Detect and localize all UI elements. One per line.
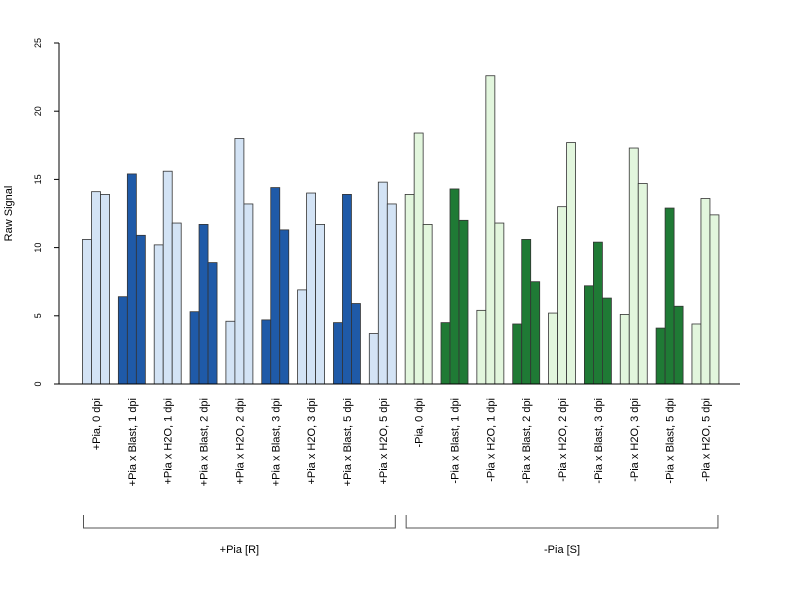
bar [82,239,92,385]
bar [458,219,469,385]
group-label: +Pia [R] [220,544,259,556]
x-tick-label: -Pia x H2O, 5 dpi [700,398,712,482]
y-tick-label: 0 [33,381,43,386]
bar [342,194,352,385]
bar [171,222,182,385]
bar [207,262,218,385]
bar [494,222,505,385]
bar [566,142,576,385]
bar [198,224,209,385]
bar [440,322,451,385]
group-label: -Pia [S] [544,544,580,556]
x-tick-label: +Pia x Blast, 5 dpi [342,398,354,486]
bar [709,214,720,385]
x-tick-label: -Pia x Blast, 3 dpi [593,398,605,484]
group-brackets: +Pia [R] -Pia [S] [83,515,719,556]
bar [126,173,137,385]
bar [368,333,379,385]
bar [91,191,101,385]
x-tick-label: +Pia x H2O, 3 dpi [306,398,318,485]
x-tick-label: +Pia x H2O, 2 dpi [234,398,246,485]
x-tick-label: +Pia x Blast, 3 dpi [270,398,282,486]
bar [315,224,326,385]
bar [476,309,487,385]
x-tick-label: -Pia x H2O, 3 dpi [629,398,641,482]
group-bracket [405,515,719,529]
x-tick-label: -Pia x H2O, 2 dpi [557,398,569,482]
bar [593,241,603,385]
x-tick-label: -Pia x Blast, 5 dpi [665,398,677,484]
bar [404,194,415,385]
y-tick-label: 20 [33,106,43,116]
bar [584,285,594,385]
bar [261,319,272,385]
bar [637,183,648,385]
bar [664,207,675,385]
bar [619,314,630,385]
bar [485,75,496,385]
bar [673,305,684,385]
x-tick-label: -Pia x H2O, 1 dpi [485,398,497,482]
y-tick-label: 25 [33,38,43,48]
bar [225,320,236,385]
x-tick-label: +Pia, 0 dpi [91,398,103,450]
bar [306,192,317,385]
bar [189,311,200,385]
bar [243,203,254,385]
x-tick-label: +Pia x H2O, 5 dpi [378,398,390,485]
y-tick-label: 10 [33,243,43,253]
bar [628,147,639,385]
bars-layer [82,75,720,385]
bar [270,187,281,385]
group-bracket [83,515,396,529]
y-tick-label: 5 [33,313,43,318]
bar [449,188,460,385]
bar [117,296,128,385]
bar [512,323,523,385]
bar [162,170,173,385]
y-tick-label: 15 [33,174,43,184]
x-tick-label: +Pia x H2O, 1 dpi [163,398,175,485]
bar [234,138,245,385]
bar [557,206,567,385]
bar [153,244,164,385]
bar [279,229,290,385]
bar [655,327,666,385]
y-axis-title: Raw Signal [3,186,15,242]
x-tick-label: +Pia x Blast, 2 dpi [199,398,211,486]
bar [100,194,110,385]
x-tick-label: -Pia, 0 dpi [414,398,426,448]
x-tick-label: +Pia x Blast, 1 dpi [127,398,139,486]
bar [333,322,343,385]
x-tick-label: -Pia x Blast, 2 dpi [521,398,533,484]
bar [521,239,532,385]
y-ticks: 0 5 10 15 20 25 [33,38,59,387]
bar [422,224,433,385]
x-tick-labels: +Pia, 0 dpi +Pia x Blast, 1 dpi +Pia x H2O… [91,398,712,486]
x-tick-label: -Pia x Blast, 1 dpi [450,398,462,484]
bar [530,281,541,385]
bar [548,312,558,385]
bar [602,297,612,385]
bar [691,323,702,385]
bar [413,132,424,385]
axes [58,43,740,385]
bar [135,234,146,385]
bar [351,303,361,385]
bar [386,203,397,385]
bar [700,198,711,385]
bar [377,181,388,385]
bar [297,289,308,385]
